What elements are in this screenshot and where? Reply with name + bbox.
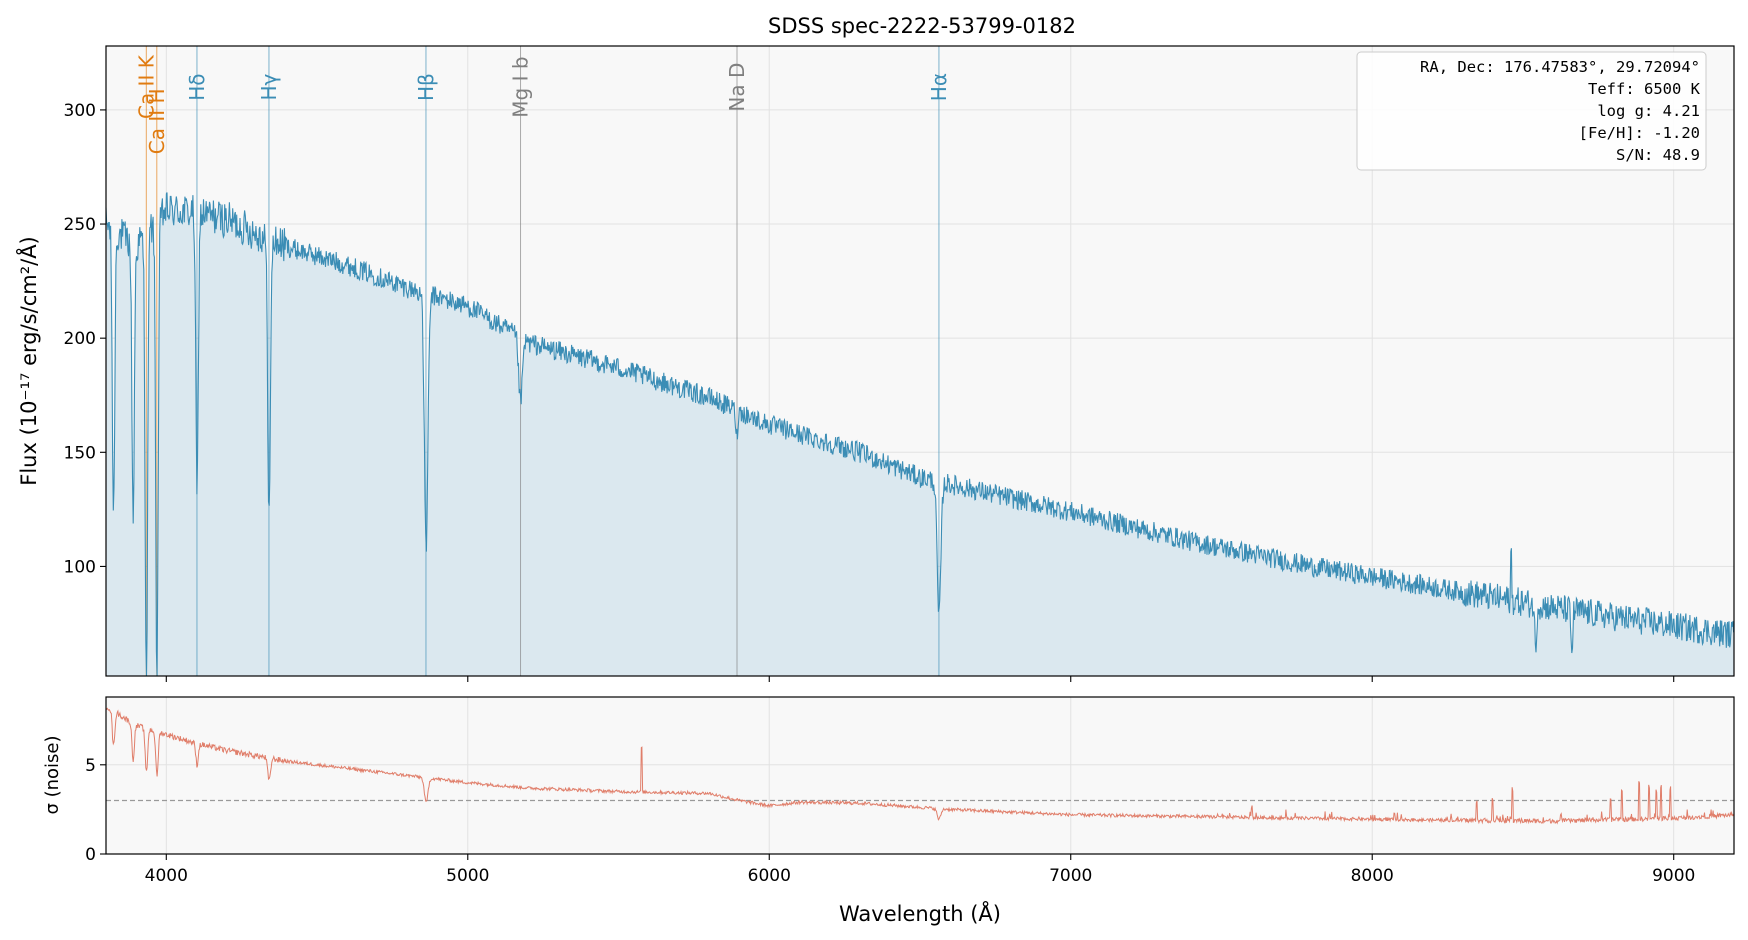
flux-y-ticks: 100 150 200 250 300 (64, 101, 106, 577)
spectral-line-labels: Ca II KCa II H Hδ Hγ Hβ Mg I b Na D Hα (134, 54, 951, 154)
info-line-logg: log g: 4.21 (1597, 102, 1700, 120)
stellar-parameters-box: RA, Dec: 176.47583°, 29.72094° Teff: 650… (1356, 51, 1707, 171)
info-box-background (1356, 51, 1707, 171)
spectral-line-label: Mg I b (509, 56, 533, 117)
noise-y-ticks: 05 (85, 756, 106, 865)
x-tick-label: 4000 (145, 866, 188, 886)
noise-x-ticks: 4000 5000 6000 7000 8000 9000 (145, 854, 1695, 886)
x-tick-label: 8000 (1351, 866, 1394, 886)
info-line-snr: S/N: 48.9 (1616, 146, 1700, 164)
info-line-metallicity: [Fe/H]: -1.20 (1579, 124, 1700, 142)
y-tick-label: 0 (85, 845, 96, 865)
spectral-line-label: Ca II K (134, 54, 158, 119)
flux-x-ticks (165, 676, 1675, 682)
x-tick-label: 7000 (1049, 866, 1092, 886)
info-line-teff: Teff: 6500 K (1588, 80, 1701, 98)
spectral-line-markers (145, 46, 940, 676)
flux-y-axis-label: Flux (10⁻¹⁷ erg/s/cm²/Å) (15, 236, 41, 486)
noise-axes-frame (105, 696, 1735, 855)
chart-title: SDSS spec-2222-53799-0182 (768, 14, 1076, 38)
flux-panel: Ca II KCa II H Hδ Hγ Hβ Mg I b Na D Hα 100 150 2… (15, 45, 1735, 682)
x-tick-label: 6000 (748, 866, 791, 886)
x-axis-label: Wavelength (Å) (839, 900, 1001, 926)
y-tick-label: 250 (64, 215, 96, 235)
noise-panel: 05 4000 5000 6000 7000 8000 9000 σ (noise) Wa… (42, 696, 1735, 926)
spectral-line-label: Ca II H (145, 88, 169, 154)
x-tick-label: 9000 (1652, 866, 1695, 886)
spectral-line-label: Hα (927, 73, 951, 101)
flux-axes-frame (105, 45, 1735, 677)
spectral-line-label: Hδ (185, 73, 209, 100)
noise-plot-area (106, 697, 1734, 854)
noise-y-axis-label: σ (noise) (42, 735, 63, 814)
info-line-coordinates: RA, Dec: 176.47583°, 29.72094° (1420, 58, 1700, 76)
y-tick-label: 200 (64, 329, 96, 349)
flux-area-fill (106, 192, 1734, 676)
noise-series-line (105, 707, 1735, 825)
y-tick-label: 300 (64, 101, 96, 121)
spectral-line-label: Hβ (414, 73, 438, 101)
y-tick-label: 5 (85, 756, 96, 776)
spectral-line-label: Hγ (257, 73, 281, 100)
y-tick-label: 150 (64, 443, 96, 463)
y-tick-label: 100 (64, 557, 96, 577)
flux-series-line (105, 192, 1735, 677)
spectral-line-label: Na D (725, 63, 749, 112)
x-tick-label: 5000 (446, 866, 489, 886)
